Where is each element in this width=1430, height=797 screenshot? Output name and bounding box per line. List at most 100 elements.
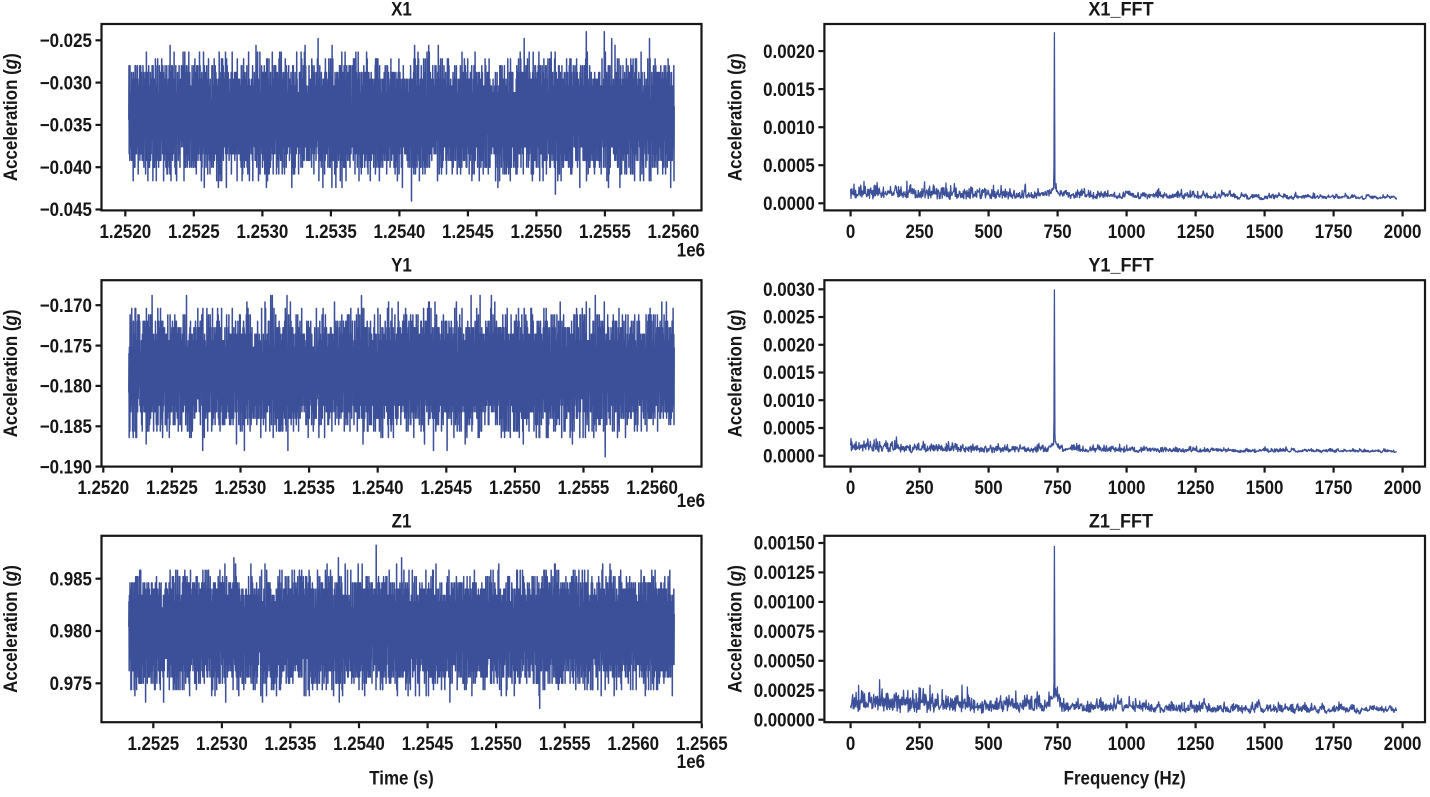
- svg-text:Acceleration (g): Acceleration (g): [725, 565, 746, 693]
- svg-text:1250: 1250: [1177, 478, 1215, 499]
- svg-text:0.0020: 0.0020: [763, 42, 815, 63]
- svg-text:1.2535: 1.2535: [305, 222, 357, 243]
- svg-text:1.2525: 1.2525: [127, 734, 179, 755]
- svg-text:0.0005: 0.0005: [763, 419, 815, 440]
- svg-text:1.2545: 1.2545: [402, 734, 454, 755]
- svg-text:1.2520: 1.2520: [77, 478, 129, 499]
- svg-text:2000: 2000: [1384, 222, 1422, 243]
- svg-text:1750: 1750: [1315, 734, 1353, 755]
- svg-text:2000: 2000: [1384, 734, 1422, 755]
- svg-text:1250: 1250: [1177, 222, 1215, 243]
- svg-text:1750: 1750: [1315, 478, 1353, 499]
- svg-text:0.0030: 0.0030: [763, 280, 815, 301]
- svg-text:0.0020: 0.0020: [763, 336, 815, 357]
- svg-text:Z1_FFT: Z1_FFT: [1089, 511, 1154, 532]
- svg-text:0.0000: 0.0000: [763, 194, 815, 215]
- svg-text:Acceleration (g): Acceleration (g): [1, 565, 22, 693]
- svg-text:750: 750: [1044, 734, 1072, 755]
- svg-text:−0.035: −0.035: [40, 116, 93, 137]
- svg-text:Y1_FFT: Y1_FFT: [1088, 256, 1154, 277]
- svg-text:0.0010: 0.0010: [763, 118, 815, 139]
- svg-text:X1_FFT: X1_FFT: [1088, 0, 1154, 21]
- svg-text:1e6: 1e6: [677, 241, 705, 262]
- svg-text:0.0015: 0.0015: [763, 363, 815, 384]
- svg-text:0: 0: [846, 478, 855, 499]
- svg-text:1.2525: 1.2525: [146, 478, 198, 499]
- svg-text:1.2530: 1.2530: [215, 478, 267, 499]
- svg-text:0.0010: 0.0010: [763, 391, 815, 412]
- svg-text:Acceleration (g): Acceleration (g): [725, 53, 746, 181]
- svg-text:0.00050: 0.00050: [754, 652, 815, 673]
- svg-text:0.00125: 0.00125: [754, 563, 815, 584]
- svg-text:1250: 1250: [1177, 734, 1215, 755]
- svg-text:1.2540: 1.2540: [333, 734, 385, 755]
- svg-text:1e6: 1e6: [677, 752, 705, 773]
- svg-text:1.2555: 1.2555: [579, 222, 631, 243]
- svg-text:−0.045: −0.045: [40, 200, 93, 221]
- svg-text:1.2535: 1.2535: [283, 478, 335, 499]
- svg-text:−0.170: −0.170: [40, 296, 92, 317]
- svg-text:−0.040: −0.040: [40, 158, 92, 179]
- svg-text:−0.030: −0.030: [40, 73, 92, 94]
- svg-text:1.2525: 1.2525: [168, 222, 220, 243]
- svg-text:−0.180: −0.180: [40, 377, 92, 398]
- svg-text:Z1: Z1: [392, 511, 412, 532]
- svg-text:250: 250: [906, 478, 934, 499]
- svg-text:2000: 2000: [1384, 478, 1422, 499]
- svg-text:Y1: Y1: [391, 256, 412, 277]
- svg-text:−0.190: −0.190: [40, 457, 92, 478]
- svg-text:750: 750: [1044, 478, 1072, 499]
- svg-text:1.2565: 1.2565: [676, 734, 728, 755]
- svg-text:0.00025: 0.00025: [754, 681, 815, 702]
- svg-text:1.2550: 1.2550: [511, 222, 563, 243]
- svg-text:500: 500: [975, 734, 1003, 755]
- svg-text:250: 250: [906, 734, 934, 755]
- svg-text:1.2530: 1.2530: [237, 222, 289, 243]
- svg-text:0.0005: 0.0005: [763, 156, 815, 177]
- svg-text:1500: 1500: [1246, 222, 1284, 243]
- svg-text:0.980: 0.980: [50, 622, 92, 643]
- svg-text:−0.175: −0.175: [40, 336, 93, 357]
- svg-text:−0.185: −0.185: [40, 417, 93, 438]
- svg-text:−0.025: −0.025: [40, 31, 93, 52]
- svg-text:0.0000: 0.0000: [763, 446, 815, 467]
- svg-text:750: 750: [1044, 222, 1072, 243]
- svg-text:1.2540: 1.2540: [352, 478, 404, 499]
- svg-text:1500: 1500: [1246, 478, 1284, 499]
- svg-text:250: 250: [906, 222, 934, 243]
- svg-text:0: 0: [846, 734, 855, 755]
- svg-text:1000: 1000: [1108, 222, 1146, 243]
- svg-text:1.2555: 1.2555: [539, 734, 591, 755]
- svg-text:Acceleration (g): Acceleration (g): [1, 53, 22, 181]
- svg-text:1.2560: 1.2560: [648, 222, 700, 243]
- svg-text:1000: 1000: [1108, 478, 1146, 499]
- svg-text:1.2560: 1.2560: [607, 734, 659, 755]
- svg-text:1.2535: 1.2535: [265, 734, 317, 755]
- svg-text:1.2545: 1.2545: [442, 222, 494, 243]
- svg-text:0.0015: 0.0015: [763, 80, 815, 101]
- svg-text:Frequency (Hz): Frequency (Hz): [1064, 769, 1186, 790]
- svg-text:0: 0: [846, 222, 855, 243]
- svg-text:X1: X1: [391, 0, 412, 21]
- svg-text:0.0025: 0.0025: [763, 308, 815, 329]
- svg-text:1.2530: 1.2530: [196, 734, 248, 755]
- svg-text:0.00000: 0.00000: [754, 710, 815, 731]
- svg-text:1.2520: 1.2520: [99, 222, 151, 243]
- svg-text:Time (s): Time (s): [369, 769, 434, 790]
- svg-text:Acceleration (g): Acceleration (g): [1, 310, 22, 438]
- svg-text:1.2550: 1.2550: [489, 478, 541, 499]
- svg-text:500: 500: [975, 478, 1003, 499]
- svg-text:1750: 1750: [1315, 222, 1353, 243]
- svg-text:0.00075: 0.00075: [754, 622, 815, 643]
- svg-text:1.2560: 1.2560: [626, 478, 678, 499]
- svg-text:0.00100: 0.00100: [754, 593, 815, 614]
- svg-text:0.985: 0.985: [50, 569, 93, 590]
- svg-text:500: 500: [975, 222, 1003, 243]
- svg-text:0.00150: 0.00150: [754, 534, 815, 555]
- svg-text:0.975: 0.975: [50, 674, 93, 695]
- svg-text:1.2545: 1.2545: [420, 478, 472, 499]
- svg-text:1.2540: 1.2540: [374, 222, 426, 243]
- svg-text:1500: 1500: [1246, 734, 1284, 755]
- svg-text:1.2550: 1.2550: [470, 734, 522, 755]
- svg-text:1000: 1000: [1108, 734, 1146, 755]
